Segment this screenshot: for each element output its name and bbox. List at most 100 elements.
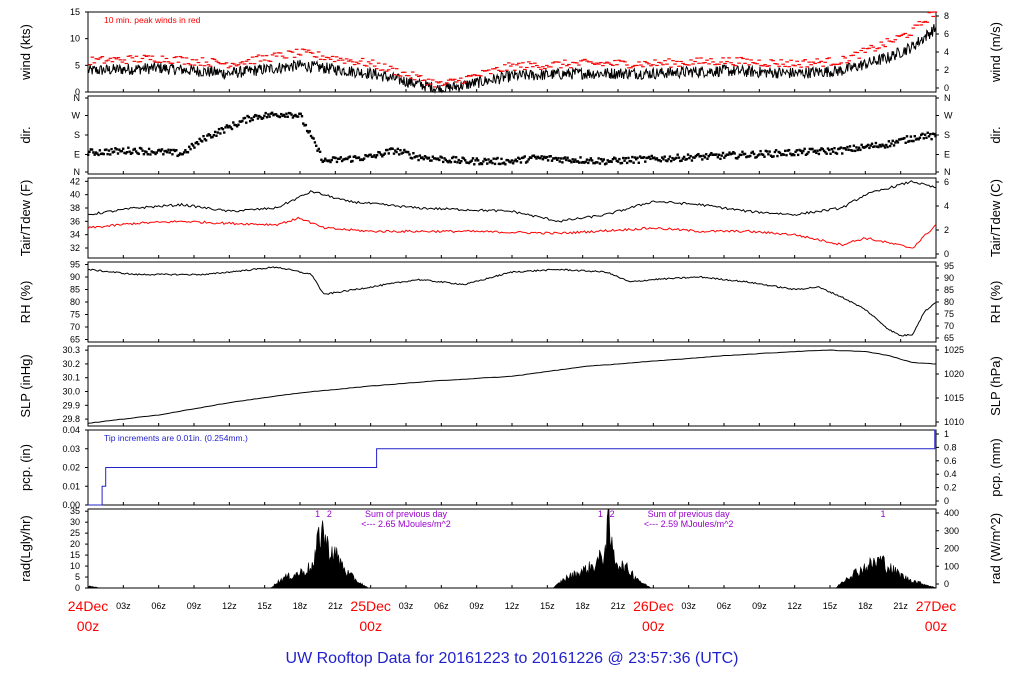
ytick-left-slp: 30.1	[62, 373, 80, 383]
dir-point	[821, 147, 824, 151]
ytick-left-precip: 0.01	[62, 481, 80, 491]
ytick-right-dir: S	[944, 130, 950, 140]
dir-point	[632, 161, 635, 164]
dir-point	[921, 132, 924, 136]
dir-point	[549, 155, 552, 158]
ytick-left-temperature: 34	[70, 230, 80, 240]
peak-marker: 1	[598, 509, 603, 519]
dir-point	[194, 141, 197, 145]
dir-point	[267, 113, 270, 116]
dir-point	[197, 142, 200, 146]
ytick-right-wind: 8	[944, 11, 949, 21]
dir-point	[137, 152, 140, 156]
dir-point	[230, 127, 234, 131]
xtick-minor: 21z	[611, 601, 626, 611]
dir-point	[587, 161, 590, 165]
dir-point	[603, 162, 607, 166]
ytick-right-slp: 1010	[944, 417, 964, 427]
dir-point	[695, 153, 699, 157]
dir-point	[519, 161, 523, 164]
dir-point	[685, 157, 688, 161]
dir-point	[387, 152, 390, 155]
dir-point	[377, 150, 380, 154]
ytick-left-temperature: 32	[70, 243, 80, 253]
dir-point	[476, 159, 480, 162]
dir-point	[873, 145, 876, 148]
ytick-left-dir: W	[72, 111, 81, 121]
dir-point	[163, 150, 166, 153]
ytick-right-radiation: 400	[944, 508, 959, 518]
dir-point	[662, 158, 665, 161]
dir-point	[510, 159, 514, 162]
dir-point	[839, 146, 843, 149]
dir-point	[316, 149, 319, 152]
dir-point	[311, 136, 314, 139]
dir-point	[338, 157, 341, 160]
xtick-hour: 00z	[642, 618, 665, 634]
dir-point	[87, 153, 90, 156]
dir-point	[211, 135, 214, 139]
dir-point	[330, 158, 333, 162]
dir-point	[908, 139, 911, 143]
page-title: UW Rooftop Data for 20161223 to 20161226…	[285, 650, 739, 667]
dir-point	[664, 159, 668, 162]
dir-point	[457, 158, 460, 162]
dir-point	[808, 147, 812, 151]
dir-point	[579, 156, 582, 159]
dir-point	[92, 151, 95, 154]
dir-point	[440, 156, 444, 159]
dir-point	[654, 158, 657, 161]
peak-marker: 2	[610, 509, 615, 519]
dir-point	[777, 150, 780, 154]
dir-point	[883, 146, 887, 149]
dir-point	[638, 155, 642, 158]
dir-point	[178, 152, 182, 155]
dir-point	[373, 154, 376, 157]
dir-point	[848, 145, 852, 148]
ytick-right-slp: 1020	[944, 369, 964, 379]
dir-point	[370, 155, 374, 158]
dir-point	[453, 160, 457, 163]
dir-point	[730, 152, 734, 155]
dir-point	[103, 148, 107, 152]
dir-point	[711, 153, 714, 156]
dir-point	[609, 160, 612, 163]
dir-point	[572, 160, 576, 163]
xtick-date: 24Dec	[68, 598, 108, 614]
dir-point	[97, 153, 100, 157]
dir-point	[283, 115, 287, 118]
ytick-left-radiation: 35	[70, 506, 80, 516]
dir-point	[612, 156, 616, 159]
dir-point	[414, 155, 418, 158]
dir-point	[458, 161, 462, 165]
dir-point	[752, 152, 756, 156]
dir-point	[580, 161, 584, 164]
dir-point	[255, 114, 258, 117]
dir-point	[737, 155, 740, 159]
dir-point	[841, 152, 844, 155]
dir-point	[441, 160, 445, 164]
xtick-minor: 15z	[540, 601, 555, 611]
dir-point	[155, 151, 159, 154]
dir-point	[680, 159, 683, 162]
dir-point	[391, 147, 394, 151]
dir-point	[563, 156, 567, 159]
dir-point	[349, 160, 353, 163]
dir-point	[693, 156, 696, 159]
ytick-right-wind: 4	[944, 47, 949, 57]
dir-point	[374, 156, 378, 159]
dir-point	[548, 155, 551, 158]
dir-point	[307, 131, 310, 134]
ytick-right-radiation: 200	[944, 544, 959, 554]
ytick-right-slp: 1025	[944, 345, 964, 355]
dir-point	[756, 154, 760, 157]
dir-point	[541, 158, 545, 161]
peak-marker: 2	[327, 509, 332, 519]
dir-point	[917, 138, 920, 141]
dir-point	[729, 153, 732, 156]
dir-point	[727, 153, 730, 156]
dir-point	[147, 147, 151, 151]
ylabel-right-wind: wind (m/s)	[988, 22, 1003, 83]
dir-point	[774, 149, 778, 152]
dir-point	[635, 158, 638, 161]
